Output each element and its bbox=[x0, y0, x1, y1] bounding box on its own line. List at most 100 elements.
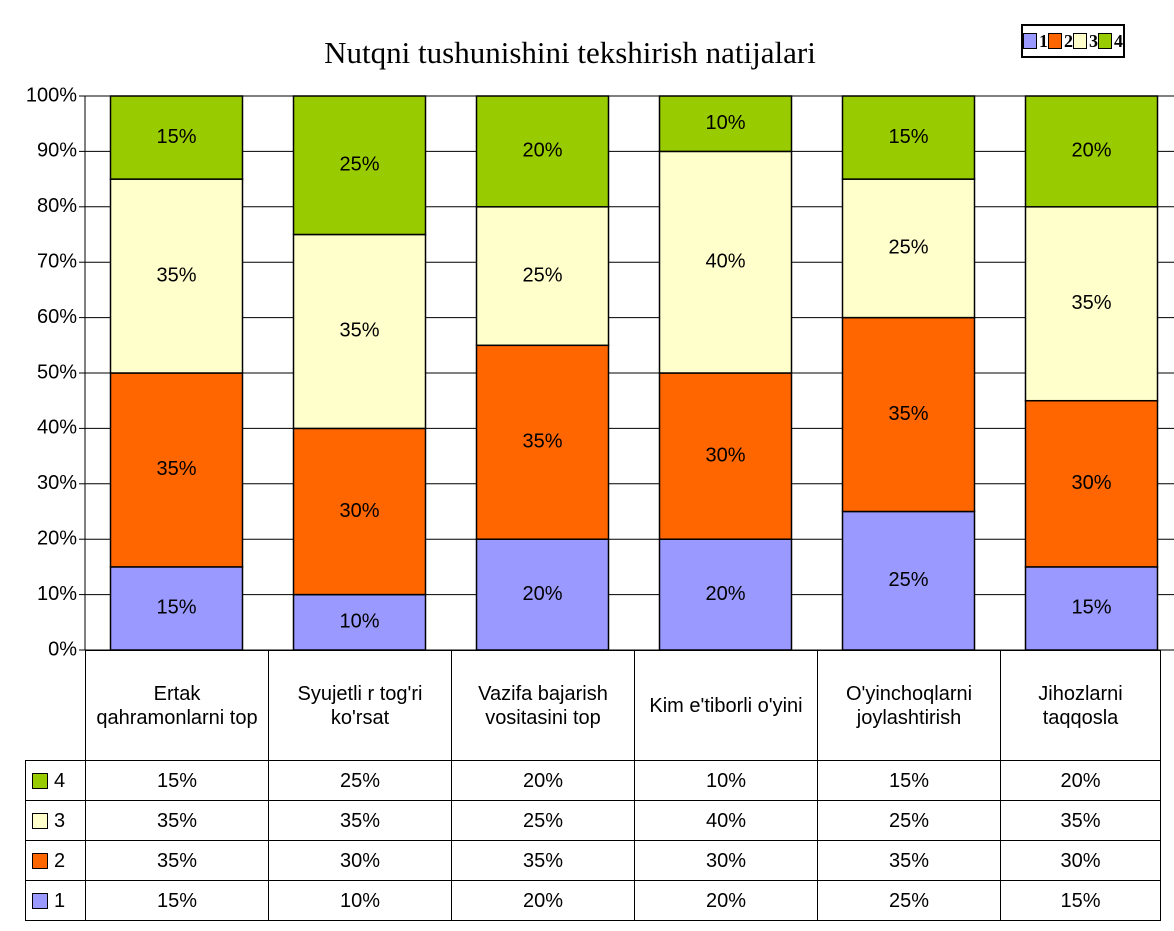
series-name: 1 bbox=[54, 889, 66, 912]
legend-label: 2 bbox=[1064, 30, 1073, 51]
data-label: 10% bbox=[339, 611, 379, 633]
table-legend-cell: 2 bbox=[25, 840, 86, 881]
table-header-cell: Syujetli r tog'ri ko'rsat bbox=[268, 650, 452, 761]
legend-item: 1 bbox=[1023, 31, 1048, 52]
bar-segment bbox=[292, 427, 427, 596]
legend-label: 4 bbox=[1114, 30, 1123, 51]
table-cell: 30% bbox=[634, 840, 818, 881]
table-header-cell: Vazifa bajarish vositasini top bbox=[451, 650, 635, 761]
bar-segment bbox=[841, 316, 976, 513]
data-label: 35% bbox=[1071, 292, 1111, 314]
data-label: 30% bbox=[339, 500, 379, 522]
y-tick-label: 60% bbox=[37, 306, 77, 328]
legend-swatch bbox=[32, 812, 48, 829]
bar-segment bbox=[109, 566, 244, 651]
bar-segment bbox=[109, 95, 244, 180]
table-legend-cell: 1 bbox=[25, 880, 86, 921]
table-cell: 15% bbox=[1000, 880, 1161, 921]
data-label: 35% bbox=[522, 431, 562, 453]
table-cell: 15% bbox=[85, 880, 269, 921]
data-label: 25% bbox=[339, 154, 379, 176]
table-cell: 25% bbox=[817, 880, 1001, 921]
y-tick-label: 80% bbox=[37, 195, 77, 217]
data-label: 10% bbox=[705, 112, 745, 134]
bar-segment bbox=[1024, 206, 1159, 402]
bar-segment bbox=[292, 593, 427, 651]
bar-segment bbox=[475, 206, 610, 347]
bar-segment bbox=[841, 510, 976, 651]
legend-swatch bbox=[32, 852, 48, 869]
bar-segment bbox=[1024, 95, 1159, 208]
data-label: 15% bbox=[1071, 597, 1111, 619]
table-cell: 25% bbox=[451, 800, 635, 841]
bar-segment bbox=[109, 372, 244, 568]
table-cell: 30% bbox=[268, 840, 452, 881]
y-tick-label: 0% bbox=[48, 638, 77, 660]
table-legend-cell: 3 bbox=[25, 800, 86, 841]
table-header-cell: O'yinchoqlarni joylashtirish bbox=[817, 650, 1001, 761]
legend-item: 3 bbox=[1073, 31, 1098, 52]
bar-segment bbox=[475, 538, 610, 651]
data-label: 30% bbox=[705, 444, 745, 466]
table-cell: 35% bbox=[268, 800, 452, 841]
table-cell: 35% bbox=[451, 840, 635, 881]
table-cell: 35% bbox=[85, 800, 269, 841]
table-cell: 25% bbox=[268, 760, 452, 801]
bar-segment bbox=[658, 372, 793, 540]
data-label: 30% bbox=[1071, 472, 1111, 494]
bar-segment bbox=[658, 95, 793, 153]
table-cell: 40% bbox=[634, 800, 818, 841]
data-label: 25% bbox=[888, 569, 928, 591]
bar-segment bbox=[475, 95, 610, 208]
table-cell: 20% bbox=[1000, 760, 1161, 801]
data-label: 25% bbox=[888, 237, 928, 259]
data-label: 15% bbox=[888, 126, 928, 148]
legend-label: 3 bbox=[1089, 30, 1098, 51]
data-label: 20% bbox=[705, 583, 745, 605]
bar-segment bbox=[292, 95, 427, 236]
series-name: 2 bbox=[54, 849, 66, 872]
legend-swatch bbox=[1073, 33, 1087, 49]
y-tick-label: 90% bbox=[37, 140, 77, 162]
table-cell: 30% bbox=[1000, 840, 1161, 881]
data-label: 15% bbox=[156, 597, 196, 619]
table-cell: 20% bbox=[634, 880, 818, 921]
data-label: 20% bbox=[522, 140, 562, 162]
data-label: 35% bbox=[339, 320, 379, 342]
data-label: 40% bbox=[705, 250, 745, 272]
table-cell: 15% bbox=[817, 760, 1001, 801]
table-header-cell: Jihozlarni taqqosla bbox=[1000, 650, 1161, 761]
legend-swatch bbox=[1048, 33, 1062, 49]
legend-label: 1 bbox=[1039, 30, 1048, 51]
legend-item: 4 bbox=[1098, 31, 1123, 52]
table-cell: 10% bbox=[634, 760, 818, 801]
y-tick-label: 70% bbox=[37, 250, 77, 272]
bar-segment bbox=[841, 178, 976, 319]
y-tick-label: 20% bbox=[37, 527, 77, 549]
table-header-cell: Ertak qahramonlarni top bbox=[85, 650, 269, 761]
series-name: 3 bbox=[54, 809, 66, 832]
y-tick-label: 50% bbox=[37, 361, 77, 383]
table-legend-cell: 4 bbox=[25, 760, 86, 801]
bar-segment bbox=[658, 150, 793, 374]
table-header-cell: Kim e'tiborli o'yini bbox=[634, 650, 818, 761]
data-label: 25% bbox=[522, 264, 562, 286]
legend-swatch bbox=[1098, 33, 1112, 49]
data-label: 15% bbox=[156, 126, 196, 148]
bar-segment bbox=[658, 538, 793, 651]
legend-swatch bbox=[32, 772, 48, 789]
data-label: 35% bbox=[888, 403, 928, 425]
data-label: 20% bbox=[522, 583, 562, 605]
bar-segment bbox=[292, 233, 427, 430]
table-cell: 10% bbox=[268, 880, 452, 921]
table-cell: 15% bbox=[85, 760, 269, 801]
table-cell: 35% bbox=[817, 840, 1001, 881]
legend-item: 2 bbox=[1048, 31, 1073, 52]
data-label: 35% bbox=[156, 458, 196, 480]
y-tick-label: 100% bbox=[26, 84, 77, 106]
y-tick-label: 40% bbox=[37, 417, 77, 439]
bar-segment bbox=[475, 344, 610, 540]
